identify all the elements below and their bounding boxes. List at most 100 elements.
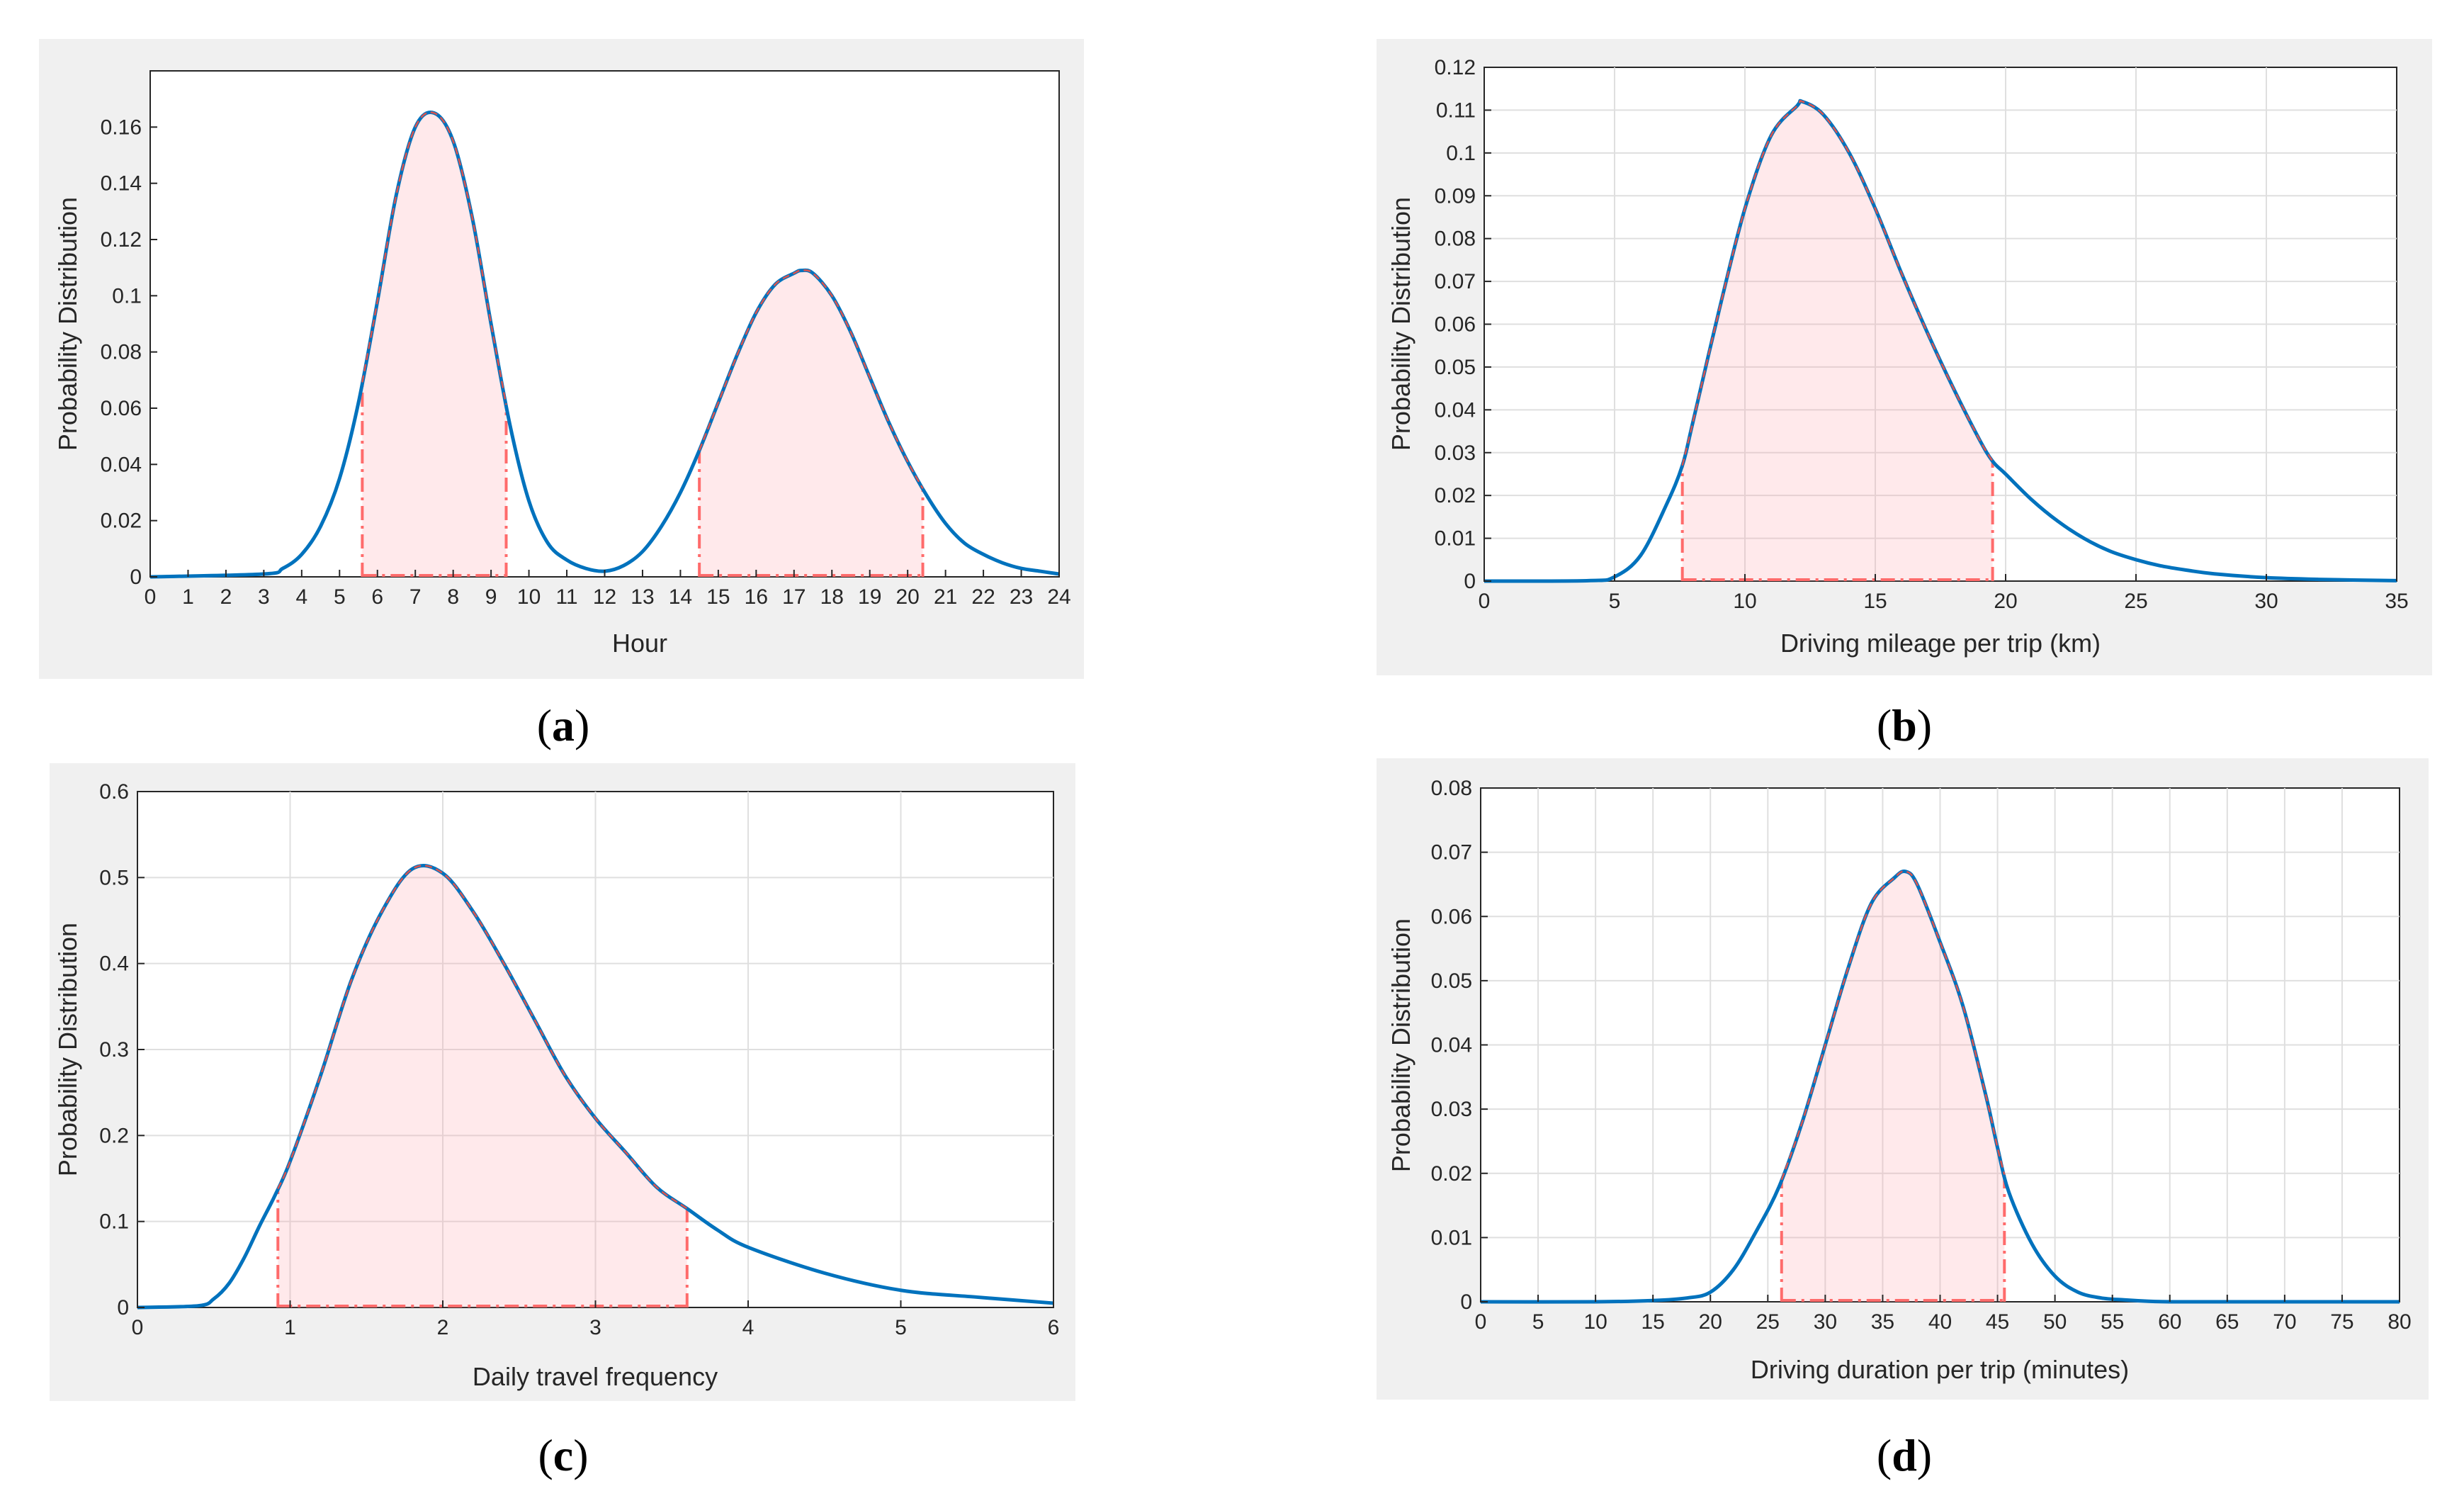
panel-d-xtick-label-12: 60 xyxy=(2158,1310,2181,1334)
panel-a-xtick-label-4: 4 xyxy=(295,585,307,609)
panel-d-xtick-label-2: 10 xyxy=(1583,1310,1607,1334)
panel-c-y-axis-label: Probability Distribution xyxy=(53,923,82,1176)
panel-d-xtick-label-3: 15 xyxy=(1641,1310,1665,1334)
panel-a-xtick-label-14: 14 xyxy=(669,585,692,609)
panel-d-xtick-label-7: 35 xyxy=(1871,1310,1894,1334)
panel-a-x-axis-label: Hour xyxy=(612,629,667,658)
panel-a-ytick-label-0: 0 xyxy=(130,566,142,589)
panel-c-ytick-label-0: 0 xyxy=(117,1296,129,1320)
panel-d-grid xyxy=(1481,788,2400,1302)
panel-c-ytick-label-1: 0.1 xyxy=(99,1210,129,1234)
panel-c-ytick-label-3: 0.3 xyxy=(99,1038,129,1062)
panel-d-xtick-label-4: 20 xyxy=(1699,1310,1722,1334)
panel-d-xtick-label-6: 30 xyxy=(1814,1310,1837,1334)
panel-c-xtick-label-5: 5 xyxy=(895,1316,907,1339)
panel-d-xtick-label-14: 70 xyxy=(2273,1310,2296,1334)
panel-b-y-axis-label: Probability Distribution xyxy=(1386,197,1415,451)
panel-a-xtick-label-6: 6 xyxy=(371,585,383,609)
panel-a-xtick-label-13: 13 xyxy=(631,585,654,609)
panel-a-xtick-label-0: 0 xyxy=(145,585,157,609)
panel-d-ytick-label-5: 0.05 xyxy=(1431,969,1472,993)
panel-a-xtick-label-5: 5 xyxy=(334,585,346,609)
panel-c-curve-group xyxy=(137,863,1054,1310)
panel-a-ytick-label-3: 0.06 xyxy=(101,397,142,420)
panel-a-xtick-label-10: 10 xyxy=(517,585,541,609)
panel-d-xtick-label-15: 75 xyxy=(2330,1310,2353,1334)
panel-b-fit-overlay-0 xyxy=(1681,99,1994,466)
panel-d: 0 5 10 15 20 25 30 35 40 45 50 55 60 65 70 75 80 0 0.01 0.0… xyxy=(1377,758,2429,1480)
panel-b-xtick-label-5: 25 xyxy=(2124,590,2147,613)
panel-a-xtick-label-19: 19 xyxy=(858,585,881,609)
panel-c-x-axis-label: Daily travel frequency xyxy=(473,1362,718,1391)
panel-a-xtick-label-15: 15 xyxy=(706,585,730,609)
panel-a-ytick-label-8: 0.16 xyxy=(101,116,142,139)
panel-b-ytick-label-12: 0.12 xyxy=(1435,56,1476,79)
panel-b-ytick-label-8: 0.08 xyxy=(1435,227,1476,251)
panel-d-xtick-label-16: 80 xyxy=(2387,1310,2411,1334)
panel-a-xtick-label-18: 18 xyxy=(820,585,844,609)
panel-d-xtick-label-11: 55 xyxy=(2101,1310,2124,1334)
panel-b-xtick-label-7: 35 xyxy=(2385,590,2408,613)
panel-a-ytick-label-5: 0.1 xyxy=(112,284,142,308)
panel-c-ytick-label-2: 0.2 xyxy=(99,1124,129,1147)
panel-c-xtick-label-6: 6 xyxy=(1048,1316,1060,1339)
panel-a-ticks: 0 1 2 3 4 5 6 7 8 9 10 11 12 13 14 15 16 17 18 19 20 21 22 23 24… xyxy=(101,116,1071,609)
panel-a-xtick-label-12: 12 xyxy=(593,585,616,609)
panel-d-ytick-label-0: 0 xyxy=(1460,1290,1472,1314)
panel-a-xtick-label-16: 16 xyxy=(745,585,768,609)
panel-a: 0 1 2 3 4 5 6 7 8 9 10 11 12 13 14 15 16 17 18 19 20 21 22 23 24… xyxy=(39,39,1084,750)
panel-a-xtick-label-11: 11 xyxy=(555,585,577,609)
panel-a-ytick-label-7: 0.14 xyxy=(101,172,142,196)
panel-c: 0 1 2 3 4 5 6 0 0.1 0.2 0.3 0.4 0.5 0.6 Daily travel … xyxy=(50,763,1075,1480)
panel-b-x-axis-label: Driving mileage per trip (km) xyxy=(1780,629,2101,658)
panel-d-caption: (d) xyxy=(1877,1430,1932,1480)
panel-a-xtick-label-21: 21 xyxy=(934,585,957,609)
panel-d-ytick-label-4: 0.04 xyxy=(1431,1034,1472,1057)
panel-c-ticks: 0 1 2 3 4 5 6 0 0.1 0.2 0.3 0.4 0.5 0.6 xyxy=(99,780,1059,1339)
panel-a-xtick-label-22: 22 xyxy=(971,585,995,609)
panel-b-ytick-label-9: 0.09 xyxy=(1435,184,1476,208)
panel-d-ytick-label-8: 0.08 xyxy=(1431,777,1472,800)
panel-a-ytick-label-6: 0.12 xyxy=(101,228,142,252)
panel-c-xtick-label-3: 3 xyxy=(589,1316,601,1339)
panel-c-shaded-region-0 xyxy=(278,865,687,1307)
panel-a-fit-overlay-1 xyxy=(698,269,924,490)
panel-b-ytick-label-3: 0.03 xyxy=(1435,441,1476,465)
panel-a-ytick-label-1: 0.02 xyxy=(101,510,142,533)
panel-d-xtick-label-9: 45 xyxy=(1986,1310,2009,1334)
panel-a-xtick-label-7: 7 xyxy=(409,585,422,609)
panel-d-ytick-label-1: 0.01 xyxy=(1431,1226,1472,1249)
panel-b-ticks: 0 5 10 15 20 25 30 35 0 0.01 0.02 0.03 0.04 0.05 0.06 0… xyxy=(1435,56,2409,613)
panel-d-xtick-label-1: 5 xyxy=(1532,1310,1544,1334)
panel-d-pdf-curve xyxy=(1480,869,2400,1304)
panel-a-ytick-label-2: 0.04 xyxy=(101,453,142,476)
panel-b-curve-group xyxy=(1484,99,2397,583)
panel-a-shaded-region-1 xyxy=(699,270,923,577)
panel-a-xtick-label-1: 1 xyxy=(182,585,194,609)
panel-c-xtick-label-1: 1 xyxy=(284,1316,296,1339)
panel-a-xtick-label-8: 8 xyxy=(447,585,459,609)
panel-b-ytick-label-11: 0.11 xyxy=(1436,99,1476,122)
panel-c-ytick-label-5: 0.5 xyxy=(99,866,129,889)
panel-d-xtick-label-13: 65 xyxy=(2215,1310,2239,1334)
panel-c-xtick-label-0: 0 xyxy=(132,1316,144,1339)
panel-c-xtick-label-4: 4 xyxy=(742,1316,755,1339)
panel-d-ytick-label-7: 0.07 xyxy=(1431,841,1472,865)
panel-d-ticks: 0 5 10 15 20 25 30 35 40 45 50 55 60 65 70 75 80 0 0.01 0.0… xyxy=(1431,777,2412,1334)
panel-b-ytick-label-7: 0.07 xyxy=(1435,270,1476,293)
panel-b-caption: (b) xyxy=(1877,700,1932,750)
panel-c-grid xyxy=(137,792,1053,1307)
panel-c-ytick-label-6: 0.6 xyxy=(99,780,129,804)
panel-a-y-axis-label: Probability Distribution xyxy=(53,197,82,451)
panel-b-ytick-label-6: 0.06 xyxy=(1435,313,1476,337)
panel-b-xtick-label-6: 30 xyxy=(2254,590,2278,613)
panel-c-ytick-label-4: 0.4 xyxy=(99,952,129,976)
panel-a-xtick-label-17: 17 xyxy=(782,585,806,609)
panel-a-xtick-label-23: 23 xyxy=(1010,585,1033,609)
panel-a-shaded-region-0 xyxy=(362,112,507,577)
panel-d-curve-group xyxy=(1480,869,2400,1304)
panel-a-shading xyxy=(361,112,925,577)
panel-d-shaded-region-0 xyxy=(1781,871,2005,1302)
panel-b-ytick-label-4: 0.04 xyxy=(1435,398,1476,422)
